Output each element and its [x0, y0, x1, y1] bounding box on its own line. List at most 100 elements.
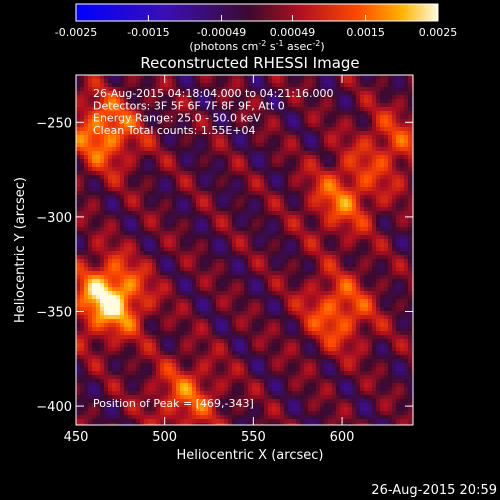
heatmap-cell	[396, 303, 400, 307]
heatmap-cell	[200, 247, 204, 251]
heatmap-cell	[396, 167, 400, 171]
heatmap-cell	[120, 247, 124, 251]
heatmap-cell	[136, 243, 140, 247]
heatmap-cell	[316, 83, 320, 87]
heatmap-cell	[376, 99, 380, 103]
heatmap-cell	[300, 183, 304, 187]
heatmap-cell	[284, 111, 288, 115]
heatmap-cell	[356, 247, 360, 251]
heatmap-cell	[144, 243, 148, 247]
heatmap-cell	[384, 83, 388, 87]
heatmap-cell	[216, 215, 220, 219]
heatmap-cell	[92, 107, 96, 111]
heatmap-cell	[392, 187, 396, 191]
heatmap-cell	[264, 187, 268, 191]
heatmap-cell	[160, 271, 164, 275]
heatmap-cell	[404, 259, 408, 263]
heatmap-cell	[260, 287, 264, 291]
heatmap-cell	[180, 159, 184, 163]
heatmap-cell	[272, 307, 276, 311]
heatmap-cell	[228, 127, 232, 131]
heatmap-cell	[256, 155, 260, 159]
heatmap-cell	[304, 303, 308, 307]
heatmap-cell	[108, 175, 112, 179]
heatmap-cell	[300, 211, 304, 215]
heatmap-cell	[248, 151, 252, 155]
heatmap-cell	[196, 75, 200, 79]
heatmap-cell	[244, 171, 248, 175]
heatmap-cell	[172, 223, 176, 227]
heatmap-cell	[132, 87, 136, 91]
heatmap-cell	[304, 123, 308, 127]
heatmap-cell	[312, 283, 316, 287]
heatmap-cell	[408, 279, 412, 283]
heatmap-cell	[116, 199, 120, 203]
heatmap-cell	[100, 219, 104, 223]
heatmap-cell	[344, 251, 348, 255]
heatmap-cell	[220, 183, 224, 187]
heatmap-cell	[288, 199, 292, 203]
heatmap-cell	[296, 87, 300, 91]
heatmap-cell	[232, 179, 236, 183]
heatmap-cell	[408, 111, 412, 115]
heatmap-cell	[196, 207, 200, 211]
heatmap-cell	[152, 211, 156, 215]
heatmap-cell	[236, 199, 240, 203]
heatmap-cell	[96, 127, 100, 131]
heatmap-cell	[224, 147, 228, 151]
heatmap-cell	[268, 127, 272, 131]
heatmap-cell	[260, 175, 264, 179]
heatmap-cell	[304, 263, 308, 267]
heatmap-cell	[408, 251, 412, 255]
heatmap-cell	[120, 267, 124, 271]
heatmap-cell	[344, 111, 348, 115]
heatmap-cell	[84, 215, 88, 219]
heatmap-cell	[180, 95, 184, 99]
heatmap-cell	[260, 307, 264, 311]
heatmap-cell	[204, 155, 208, 159]
heatmap-cell	[224, 151, 228, 155]
heatmap-cell	[248, 119, 252, 123]
heatmap-cell	[352, 247, 356, 251]
heatmap-cell	[384, 151, 388, 155]
heatmap-cell	[120, 227, 124, 231]
heatmap-cell	[376, 287, 380, 291]
heatmap-cell	[88, 279, 92, 283]
heatmap-cell	[304, 287, 308, 291]
heatmap-cell	[208, 143, 212, 147]
heatmap-cell	[100, 299, 104, 303]
heatmap-cell	[384, 91, 388, 95]
heatmap-cell	[132, 271, 136, 275]
heatmap-cell	[80, 103, 84, 107]
heatmap-cell	[388, 123, 392, 127]
heatmap-cell	[188, 83, 192, 87]
heatmap-cell	[356, 291, 360, 295]
heatmap-cell	[104, 203, 108, 207]
heatmap-cell	[392, 83, 396, 87]
heatmap-cell	[400, 75, 404, 79]
heatmap-cell	[308, 151, 312, 155]
heatmap-cell	[336, 259, 340, 263]
heatmap-cell	[164, 91, 168, 95]
heatmap-cell	[300, 103, 304, 107]
heatmap-cell	[160, 287, 164, 291]
heatmap-cell	[360, 303, 364, 307]
heatmap-cell	[404, 183, 408, 187]
heatmap-cell	[200, 135, 204, 139]
heatmap-cell	[268, 223, 272, 227]
heatmap-cell	[224, 139, 228, 143]
heatmap-cell	[316, 191, 320, 195]
heatmap-cell	[376, 79, 380, 83]
heatmap-cell	[184, 163, 188, 167]
heatmap-cell	[84, 271, 88, 275]
heatmap-cell	[312, 115, 316, 119]
heatmap-cell	[320, 151, 324, 155]
heatmap-cell	[352, 195, 356, 199]
heatmap-cell	[188, 219, 192, 223]
heatmap-cell	[148, 91, 152, 95]
heatmap-cell	[288, 291, 292, 295]
heatmap-cell	[328, 235, 332, 239]
heatmap-cell	[392, 291, 396, 295]
heatmap-cell	[104, 275, 108, 279]
heatmap-cell	[156, 255, 160, 259]
